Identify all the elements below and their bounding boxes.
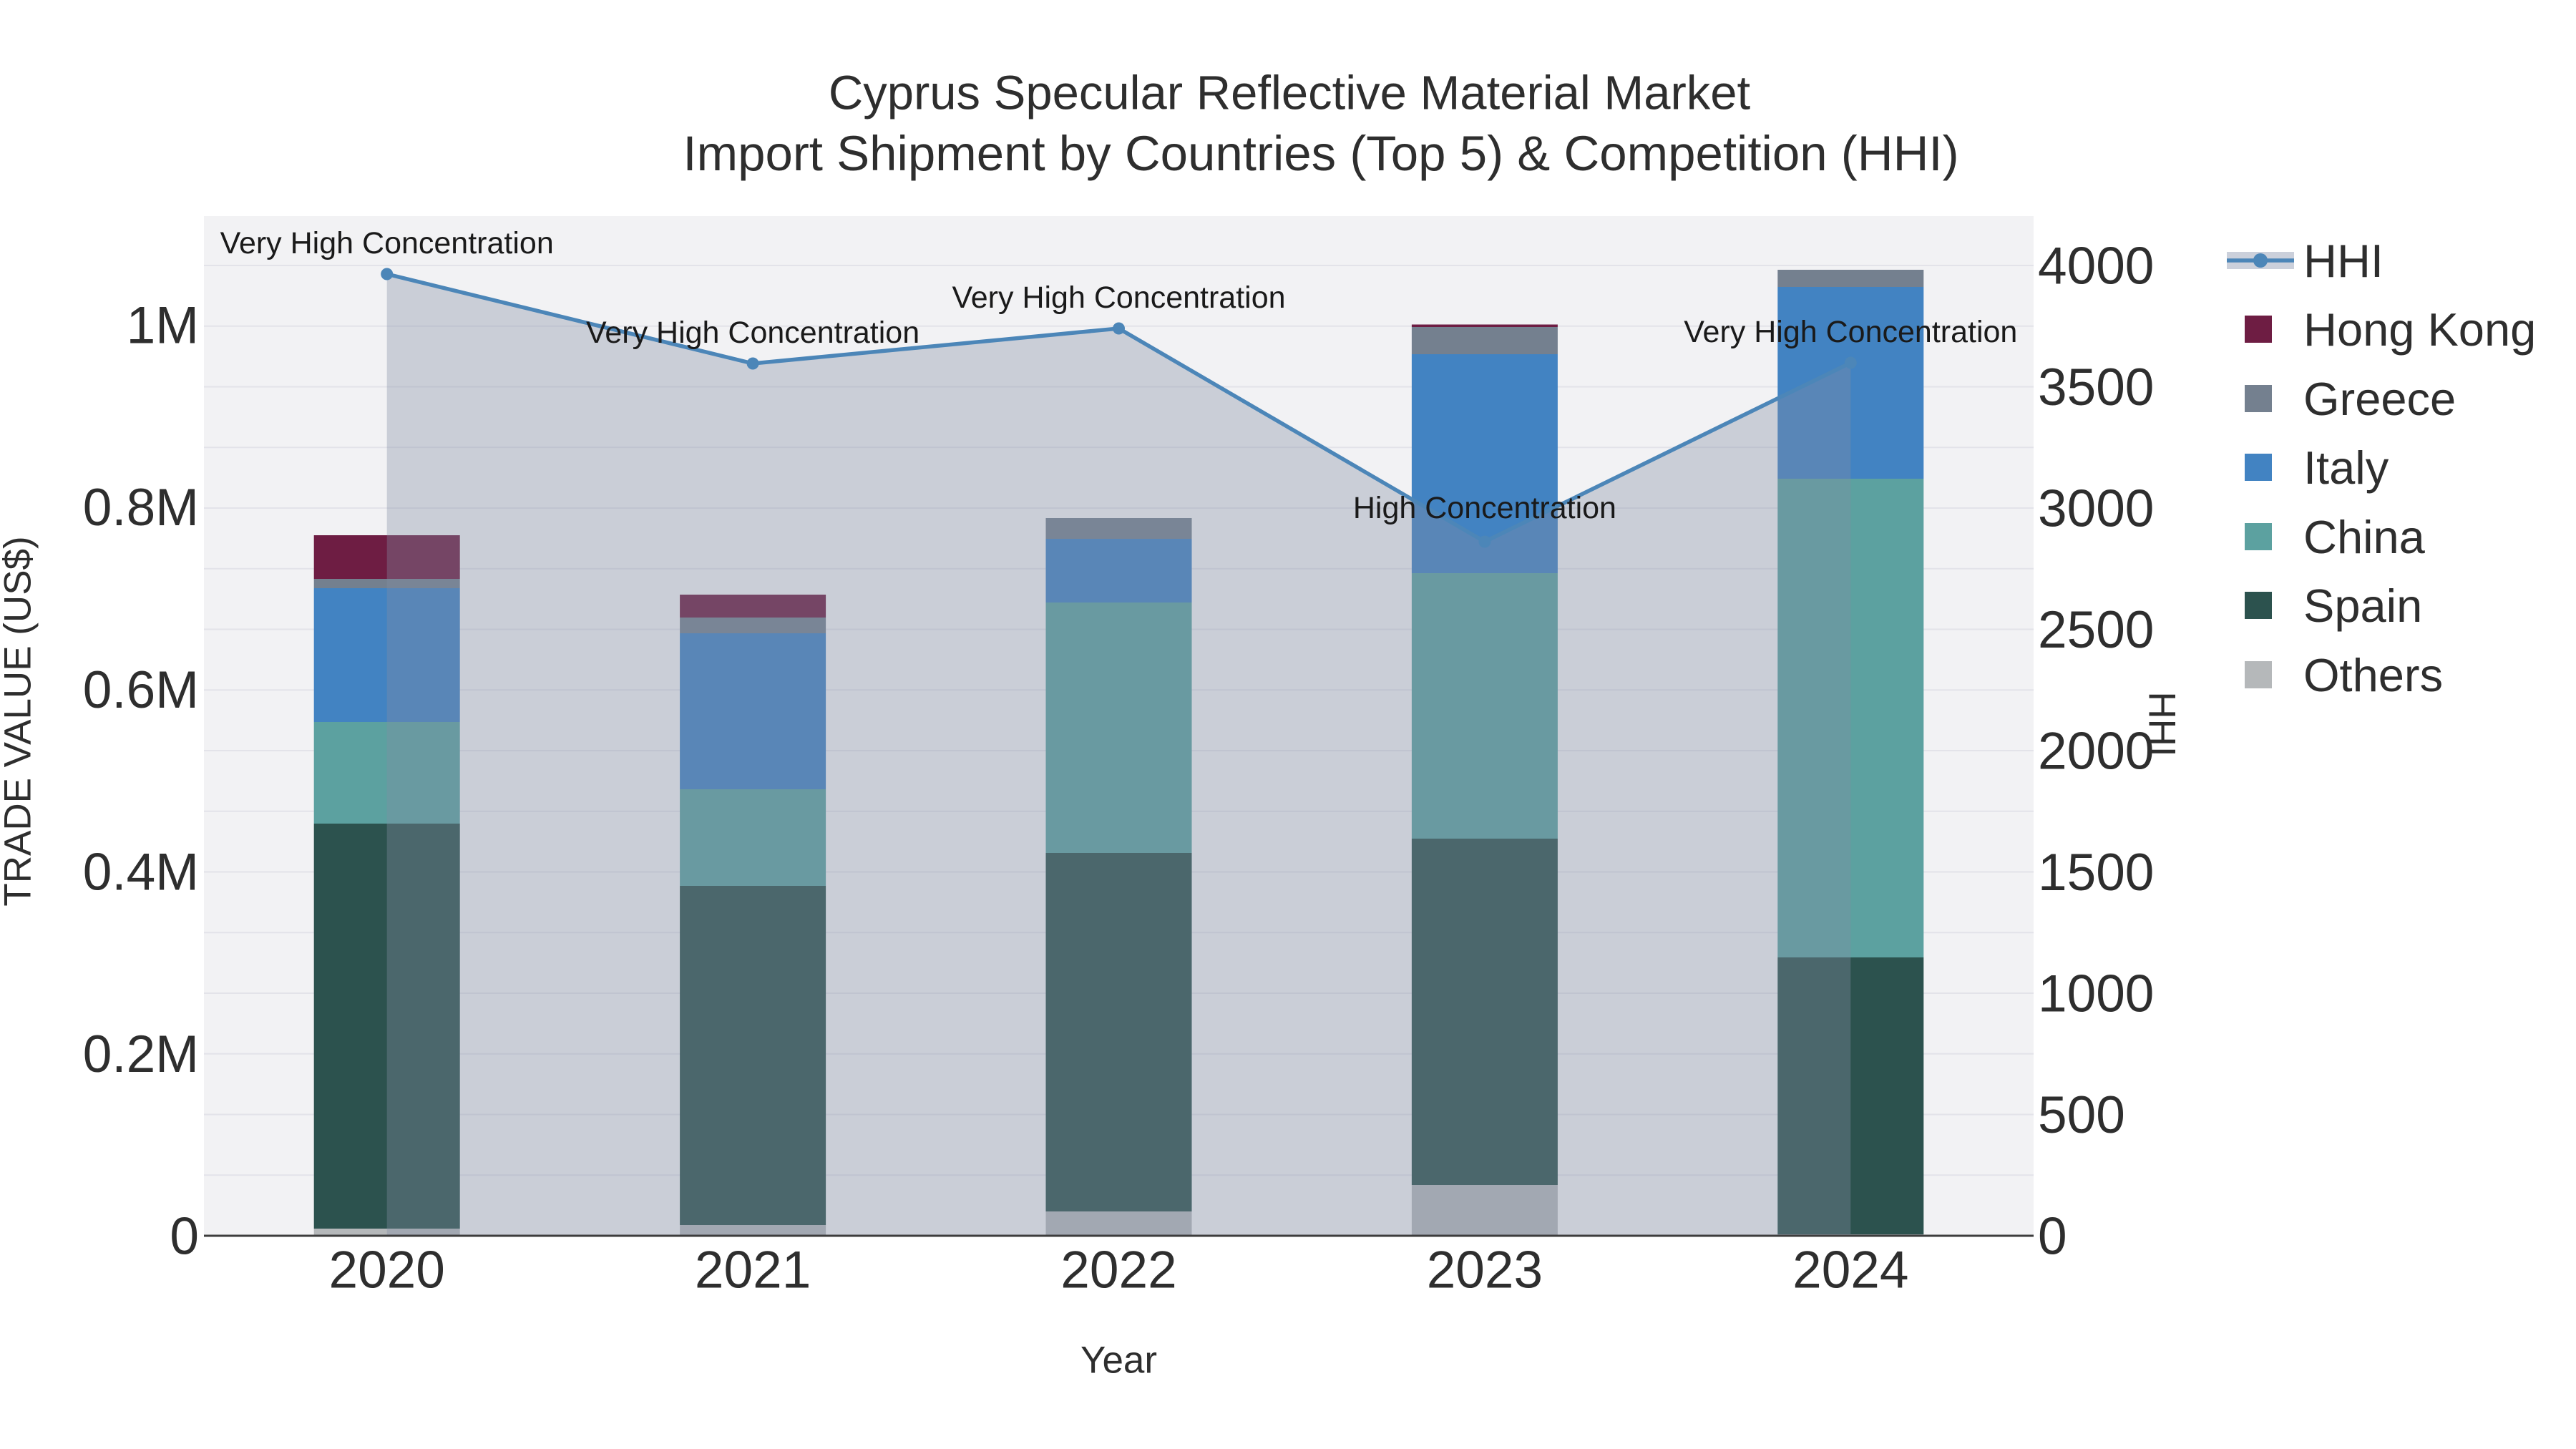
svg-text:2021: 2021 (695, 1241, 811, 1299)
svg-text:Very High Concentration: Very High Concentration (220, 226, 554, 260)
svg-text:0.6M: 0.6M (83, 661, 199, 719)
svg-text:China: China (2303, 511, 2426, 563)
svg-text:1500: 1500 (2038, 844, 2154, 902)
svg-text:Greece: Greece (2303, 373, 2456, 425)
svg-text:2022: 2022 (1060, 1241, 1176, 1299)
svg-text:HHI: HHI (2140, 691, 2182, 756)
svg-text:0: 0 (170, 1208, 199, 1266)
svg-text:0.2M: 0.2M (83, 1025, 199, 1083)
svg-text:2020: 2020 (328, 1241, 444, 1299)
svg-text:0.4M: 0.4M (83, 843, 199, 901)
svg-text:Very High Concentration: Very High Concentration (952, 280, 1285, 315)
svg-text:1000: 1000 (2038, 965, 2154, 1023)
svg-text:High Concentration: High Concentration (1353, 491, 1616, 525)
svg-text:Import Shipment by Countries (: Import Shipment by Countries (Top 5) & C… (683, 126, 1958, 181)
svg-text:2023: 2023 (1427, 1241, 1543, 1299)
svg-text:Italy: Italy (2303, 441, 2389, 494)
svg-text:0.8M: 0.8M (83, 479, 199, 537)
svg-text:Hong Kong: Hong Kong (2303, 303, 2536, 356)
svg-text:3500: 3500 (2038, 358, 2154, 416)
svg-text:2500: 2500 (2038, 601, 2154, 659)
svg-text:Cyprus Specular Reflective Mat: Cyprus Specular Reflective Material Mark… (829, 66, 1751, 119)
svg-text:4000: 4000 (2038, 238, 2154, 296)
svg-text:Others: Others (2303, 649, 2443, 701)
svg-text:0: 0 (2038, 1208, 2067, 1266)
svg-text:Very High Concentration: Very High Concentration (1684, 315, 2017, 349)
svg-text:Year: Year (1080, 1340, 1157, 1382)
svg-text:2000: 2000 (2038, 723, 2154, 781)
svg-text:TRADE VALUE (US$): TRADE VALUE (US$) (0, 536, 39, 906)
svg-text:1M: 1M (127, 297, 199, 355)
svg-text:Very High Concentration: Very High Concentration (586, 316, 919, 350)
svg-text:3000: 3000 (2038, 479, 2154, 537)
svg-text:HHI: HHI (2303, 235, 2384, 287)
svg-text:Spain: Spain (2303, 580, 2422, 632)
svg-text:500: 500 (2038, 1086, 2125, 1144)
svg-text:2024: 2024 (1792, 1241, 1908, 1299)
